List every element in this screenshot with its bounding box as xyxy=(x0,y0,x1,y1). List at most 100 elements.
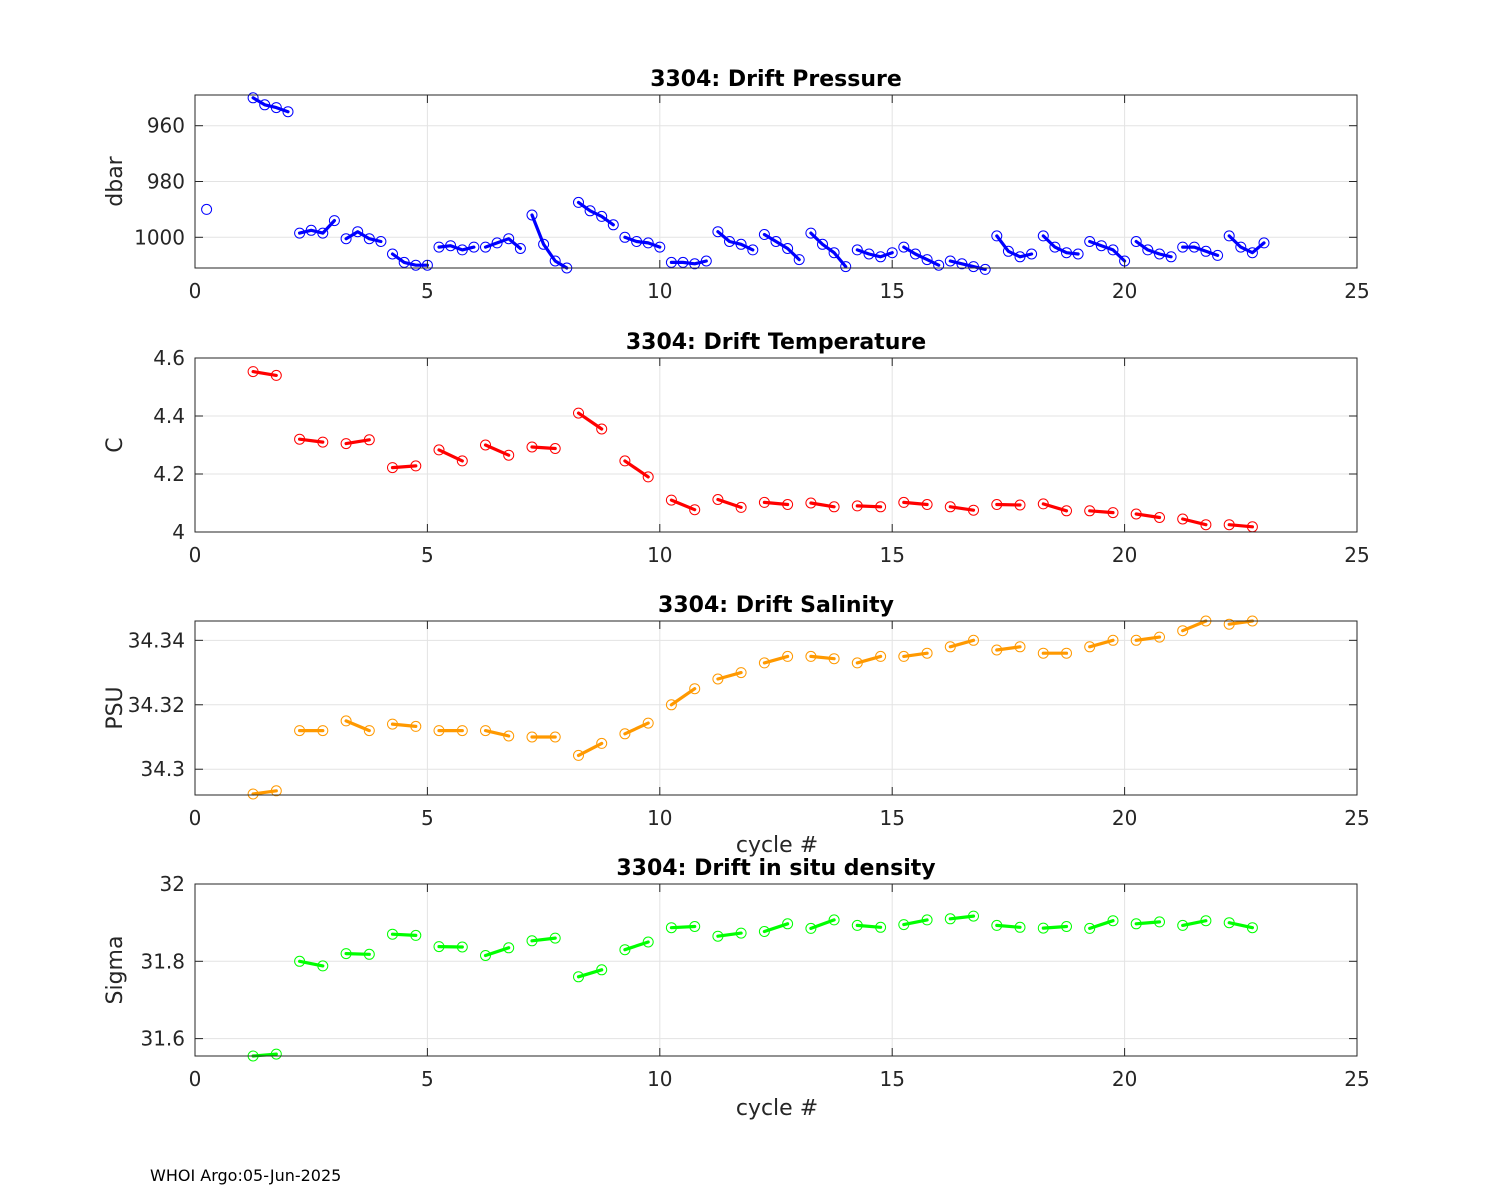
data-point xyxy=(294,433,306,445)
data-point xyxy=(758,496,770,508)
series-segment-12 xyxy=(762,654,790,665)
data-point xyxy=(491,237,503,249)
data-point xyxy=(793,254,805,266)
series-segment-15 xyxy=(902,500,929,507)
data-point xyxy=(503,233,515,245)
series-segment-15 xyxy=(902,651,929,659)
data-point xyxy=(944,501,956,513)
series-segment-18 xyxy=(995,234,1034,259)
data-point xyxy=(724,236,735,247)
data-point xyxy=(1246,247,1258,259)
data-point xyxy=(294,725,306,737)
x-tick-label: 10 xyxy=(647,543,672,567)
series-segment-8 xyxy=(530,213,569,270)
data-point xyxy=(387,928,398,940)
data-point xyxy=(1014,499,1026,511)
data-point xyxy=(270,102,282,114)
data-point xyxy=(596,737,608,749)
data-point xyxy=(1107,634,1119,646)
data-point xyxy=(898,650,910,662)
y-tick-label: 34.3 xyxy=(140,757,185,781)
data-point xyxy=(863,248,875,260)
y-tick-label: 34.34 xyxy=(128,628,185,652)
data-point xyxy=(968,504,979,516)
data-point xyxy=(1061,505,1072,517)
data-point xyxy=(642,471,654,483)
data-point xyxy=(1165,251,1177,263)
data-point xyxy=(1200,915,1212,927)
data-point xyxy=(538,238,550,250)
y-axis-label: Sigma xyxy=(103,936,128,1005)
data-point xyxy=(944,641,956,653)
data-point xyxy=(747,244,759,256)
data-point xyxy=(1037,647,1049,659)
data-point xyxy=(526,441,538,453)
x-tick-label: 20 xyxy=(1112,279,1137,303)
series-segment-12 xyxy=(762,500,790,507)
y-axis-label: PSU xyxy=(103,686,128,729)
series-segment-14 xyxy=(855,504,883,509)
data-point xyxy=(875,921,887,933)
data-point xyxy=(712,673,724,685)
data-point xyxy=(247,366,259,378)
series-segment-4 xyxy=(390,722,418,729)
data-point xyxy=(921,647,933,659)
data-point xyxy=(1177,919,1189,931)
data-point xyxy=(445,240,457,252)
series-segment-19 xyxy=(1088,509,1115,515)
data-point xyxy=(1084,505,1096,517)
chart-panel-1: 0 5 10 15 20 25 960 980 1000 3304: Drift Pressure… xyxy=(103,67,1370,303)
data-point xyxy=(317,725,329,737)
series-segment-11 xyxy=(716,931,743,938)
data-point xyxy=(282,106,294,118)
axes-box xyxy=(194,883,1358,1057)
data-point xyxy=(875,251,887,263)
data-point xyxy=(782,499,794,510)
data-point xyxy=(247,788,259,800)
x-tick-label: 25 xyxy=(1344,1067,1369,1091)
x-tick-label: 5 xyxy=(421,806,434,830)
series-segment-20 xyxy=(1134,512,1162,520)
y-tick-label: 4.2 xyxy=(153,462,185,486)
data-point xyxy=(735,927,747,939)
series-segment-6 xyxy=(483,946,511,958)
data-point xyxy=(387,248,398,260)
series-segment-20 xyxy=(1088,239,1127,263)
data-point xyxy=(1107,915,1119,927)
data-point xyxy=(689,683,701,695)
data-point xyxy=(991,499,1003,510)
data-point xyxy=(968,261,979,273)
data-point xyxy=(1130,634,1142,646)
data-point xyxy=(1130,236,1142,247)
data-point xyxy=(991,919,1003,931)
data-point xyxy=(1130,918,1142,930)
chart-title: 3304: Drift Temperature xyxy=(626,330,926,355)
data-point xyxy=(1072,248,1084,260)
data-point xyxy=(596,210,608,222)
y-tick-label: 32 xyxy=(160,872,185,896)
data-point xyxy=(1212,249,1224,261)
series-segment-13 xyxy=(809,501,836,509)
data-point xyxy=(480,950,491,961)
data-point xyxy=(1061,921,1072,932)
data-point xyxy=(433,444,445,456)
series-segment-18 xyxy=(1041,924,1069,930)
data-point xyxy=(1177,241,1189,253)
data-point xyxy=(1014,641,1026,653)
data-point xyxy=(1107,244,1119,256)
y-tick-label: 980 xyxy=(147,170,185,194)
data-point xyxy=(247,92,259,104)
data-point xyxy=(480,241,491,253)
data-point xyxy=(956,258,968,270)
series-segment-11 xyxy=(716,670,743,681)
data-point xyxy=(456,455,468,467)
x-axis-label: cycle # xyxy=(736,833,818,858)
data-point xyxy=(758,657,770,669)
series-segment-9 xyxy=(576,200,615,227)
data-point xyxy=(1037,230,1049,242)
data-point xyxy=(433,941,445,953)
data-point xyxy=(1049,241,1061,253)
data-point xyxy=(805,497,817,509)
data-point xyxy=(735,667,747,679)
